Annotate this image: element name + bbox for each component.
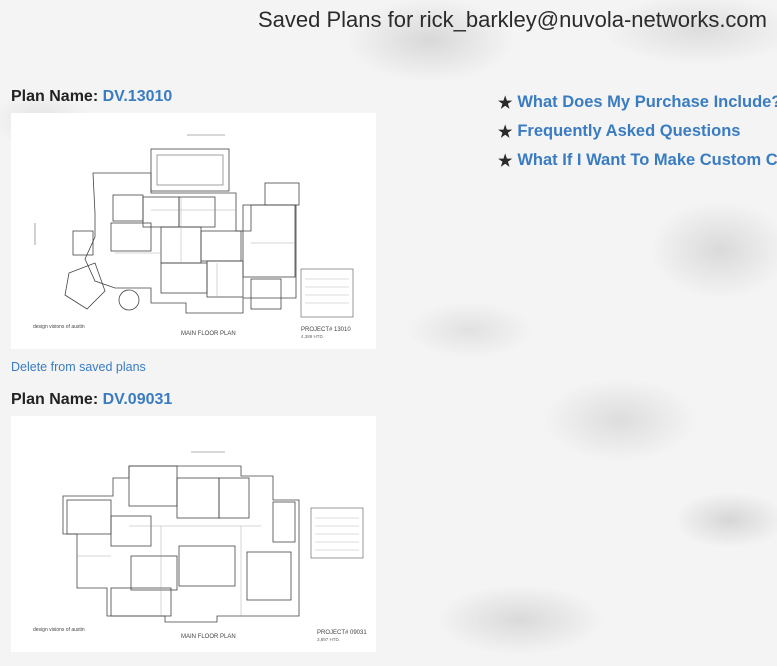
help-link-item[interactable]: ★ What Does My Purchase Include?	[498, 88, 777, 117]
help-links: ★ What Does My Purchase Include? ★ Frequ…	[498, 88, 777, 175]
custom-changes-link[interactable]: What If I Want To Make Custom Changes?	[517, 151, 777, 169]
sheet-area: 4,389 HTD.	[301, 334, 325, 339]
sheet-project-number: PROJECT# 09031	[317, 630, 367, 636]
plan-name-link[interactable]: DV.09031	[102, 391, 173, 408]
plan-name-row: Plan Name: DV.13010	[11, 88, 376, 106]
sheet-area: 3,897 HTD.	[317, 637, 341, 642]
sheet-title: MAIN FLOOR PLAN	[181, 331, 236, 337]
star-icon: ★	[498, 94, 513, 112]
help-link-item[interactable]: ★ What If I Want To Make Custom Changes?	[498, 146, 777, 175]
help-link-item[interactable]: ★ Frequently Asked Questions	[498, 117, 777, 146]
floor-plan-thumbnail[interactable]	[11, 113, 376, 349]
designer-logo-text: design visions of austin	[33, 627, 85, 633]
plan-name-label: Plan Name:	[11, 391, 99, 408]
plan-name-link[interactable]: DV.13010	[102, 88, 173, 105]
saved-plan-card: Plan Name: DV.09031	[11, 391, 376, 652]
page-title: Saved Plans for rick_barkley@nuvola-netw…	[258, 7, 767, 32]
designer-logo-text: design visions of austin	[33, 324, 85, 330]
floor-plan-thumbnail[interactable]	[11, 416, 376, 652]
star-icon: ★	[498, 123, 513, 141]
faq-link[interactable]: Frequently Asked Questions	[517, 122, 741, 140]
sheet-title: MAIN FLOOR PLAN	[181, 634, 236, 640]
plan-name-row: Plan Name: DV.09031	[11, 391, 376, 409]
purchase-includes-link[interactable]: What Does My Purchase Include?	[517, 93, 777, 111]
delete-from-saved-link[interactable]: Delete from saved plans	[11, 360, 146, 374]
star-icon: ★	[498, 152, 513, 170]
sheet-project-number: PROJECT# 13010	[301, 327, 351, 333]
plan-name-label: Plan Name:	[11, 88, 99, 105]
saved-plan-card: Plan Name: DV.13010	[11, 88, 376, 374]
